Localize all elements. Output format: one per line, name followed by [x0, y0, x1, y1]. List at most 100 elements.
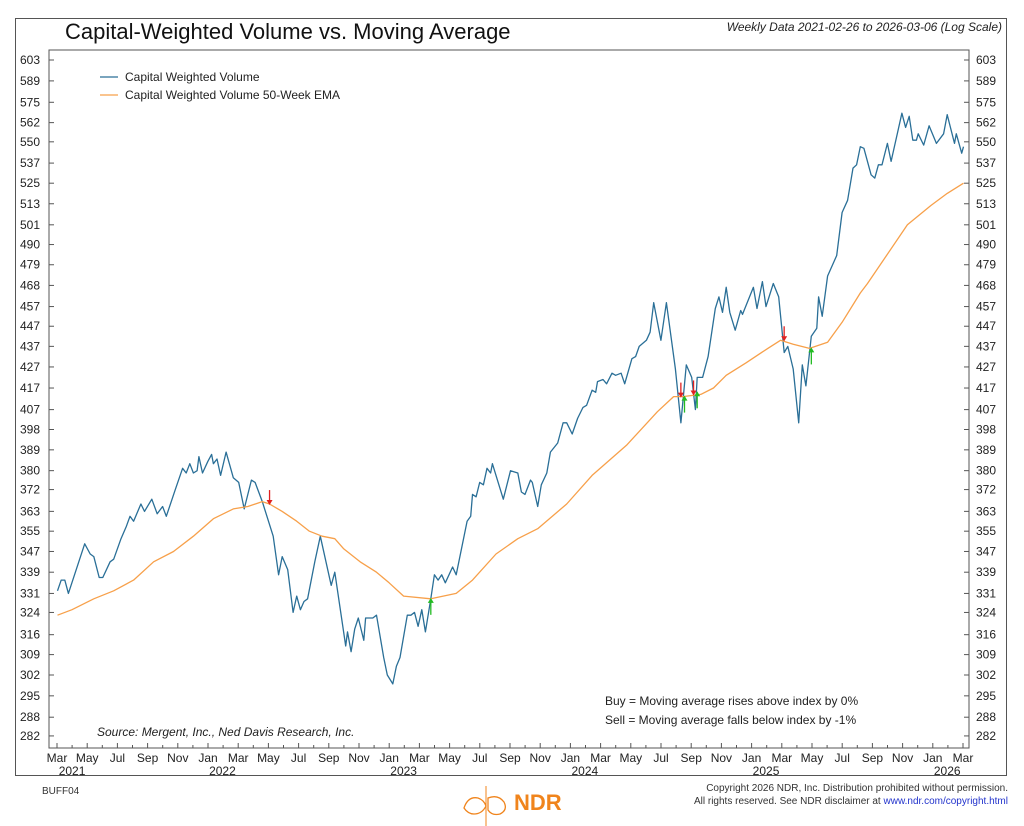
y-tick-label-left: 380 — [20, 464, 40, 478]
y-tick-label-left: 589 — [20, 74, 40, 88]
y-tick-label-right: 525 — [976, 176, 996, 190]
chart-frame — [15, 18, 1007, 776]
y-tick-label-left: 407 — [20, 403, 40, 417]
x-tick-label: May — [76, 751, 99, 765]
buy-arrow-head — [808, 347, 815, 353]
x-year-label: 2025 — [753, 764, 780, 778]
copyright-notice: Copyright 2026 NDR, Inc. Distribution pr… — [694, 782, 1008, 808]
y-tick-label-right: 490 — [976, 238, 996, 252]
y-tick-label-left: 295 — [20, 689, 40, 703]
x-tick-label: Jan — [742, 751, 761, 765]
x-tick-label: Nov — [711, 751, 732, 765]
x-tick-label: Sep — [137, 751, 159, 765]
y-tick-label-right: 501 — [976, 218, 996, 232]
buy-rule: Buy = Moving average rises above index b… — [605, 694, 858, 708]
y-tick-label-right: 427 — [976, 360, 996, 374]
sell-rule: Sell = Moving average falls below index … — [605, 713, 856, 727]
x-tick-label: Jan — [923, 751, 942, 765]
y-tick-label-left: 331 — [20, 586, 40, 600]
x-tick-label: Jul — [835, 751, 850, 765]
x-tick-label: Sep — [681, 751, 703, 765]
y-tick-label-left: 501 — [20, 218, 40, 232]
x-tick-label: Nov — [530, 751, 551, 765]
x-tick-label: May — [619, 751, 642, 765]
buy-signal-arrow — [681, 395, 688, 413]
legend: Capital Weighted Volume Capital Weighted… — [100, 70, 340, 102]
y-tick-label-right: 575 — [976, 95, 996, 109]
x-tick-label: Sep — [318, 751, 340, 765]
chart-code: BUFF04 — [42, 786, 80, 797]
y-tick-label-right: 309 — [976, 648, 996, 662]
x-tick-label: Mar — [409, 751, 430, 765]
y-tick-label-right: 288 — [976, 710, 996, 724]
y-tick-label-right: 295 — [976, 689, 996, 703]
sell-signal-arrow — [781, 326, 788, 342]
y-tick-label-left: 562 — [20, 116, 40, 130]
y-tick-label-right: 603 — [976, 53, 996, 67]
source-note: Source: Mergent, Inc., Ned Davis Researc… — [97, 725, 354, 739]
y-tick-label-left: 398 — [20, 422, 40, 436]
y-tick-label-right: 355 — [976, 524, 996, 538]
copyright-line-1: Copyright 2026 NDR, Inc. Distribution pr… — [706, 783, 1008, 794]
y-tick-label-left: 447 — [20, 319, 40, 333]
y-tick-label-left: 417 — [20, 381, 40, 395]
y-tick-label-left: 282 — [20, 729, 40, 743]
x-tick-label: Mar — [771, 751, 792, 765]
y-tick-label-left: 427 — [20, 360, 40, 374]
x-tick-label: Mar — [47, 751, 68, 765]
y-tick-label-right: 331 — [976, 586, 996, 600]
x-tick-label: Jul — [653, 751, 668, 765]
y-tick-label-left: 603 — [20, 53, 40, 67]
y-tick-label-left: 437 — [20, 339, 40, 353]
x-year-label: 2021 — [59, 764, 86, 778]
y-tick-label-right: 316 — [976, 628, 996, 642]
x-year-label: 2026 — [934, 764, 961, 778]
y-tick-label-right: 389 — [976, 443, 996, 457]
y-tick-label-left: 363 — [20, 504, 40, 518]
x-tick-label: Mar — [228, 751, 249, 765]
legend-label-ema: Capital Weighted Volume 50-Week EMA — [125, 88, 340, 102]
plot-area — [48, 49, 970, 749]
chart-subtitle: Weekly Data 2021-02-26 to 2026-03-06 (Lo… — [726, 20, 1002, 34]
sell-arrow-head — [266, 500, 273, 506]
x-tick-label: Sep — [499, 751, 521, 765]
y-tick-label-left: 550 — [20, 135, 40, 149]
y-tick-label-left: 575 — [20, 95, 40, 109]
y-tick-label-right: 447 — [976, 319, 996, 333]
x-tick-label: May — [801, 751, 824, 765]
sell-signal-arrow — [690, 380, 697, 396]
x-tick-label: Jan — [380, 751, 399, 765]
chart-title: Capital-Weighted Volume vs. Moving Avera… — [65, 19, 511, 44]
y-tick-label-right: 417 — [976, 381, 996, 395]
x-tick-label: Nov — [348, 751, 369, 765]
x-tick-label: Jul — [110, 751, 125, 765]
y-tick-label-right: 550 — [976, 135, 996, 149]
y-tick-label-right: 407 — [976, 403, 996, 417]
y-tick-label-left: 525 — [20, 176, 40, 190]
y-tick-label-left: 316 — [20, 628, 40, 642]
copyright-link[interactable]: www.ndr.com/copyright.html — [883, 796, 1009, 807]
y-tick-label-left: 389 — [20, 443, 40, 457]
buy-signal-arrow — [808, 347, 815, 365]
y-tick-label-left: 468 — [20, 278, 40, 292]
y-tick-label-right: 398 — [976, 422, 996, 436]
buy-signal-arrow — [427, 597, 434, 615]
x-tick-label: Nov — [167, 751, 188, 765]
buy-arrow-head — [427, 597, 434, 603]
y-tick-label-right: 372 — [976, 483, 996, 497]
ndr-logo: NDR — [458, 786, 588, 826]
logo-text: NDR — [514, 790, 562, 815]
x-tick-label: Mar — [590, 751, 611, 765]
y-tick-label-right: 562 — [976, 116, 996, 130]
y-tick-label-right: 468 — [976, 278, 996, 292]
y-tick-label-left: 513 — [20, 197, 40, 211]
y-tick-label-left: 537 — [20, 156, 40, 170]
y-tick-label-left: 490 — [20, 238, 40, 252]
bull-bear-icon — [463, 786, 506, 826]
x-year-label: 2023 — [390, 764, 417, 778]
y-tick-label-left: 355 — [20, 524, 40, 538]
x-tick-label: May — [438, 751, 461, 765]
volume-line — [56, 112, 965, 685]
sell-arrow-head — [677, 392, 684, 398]
